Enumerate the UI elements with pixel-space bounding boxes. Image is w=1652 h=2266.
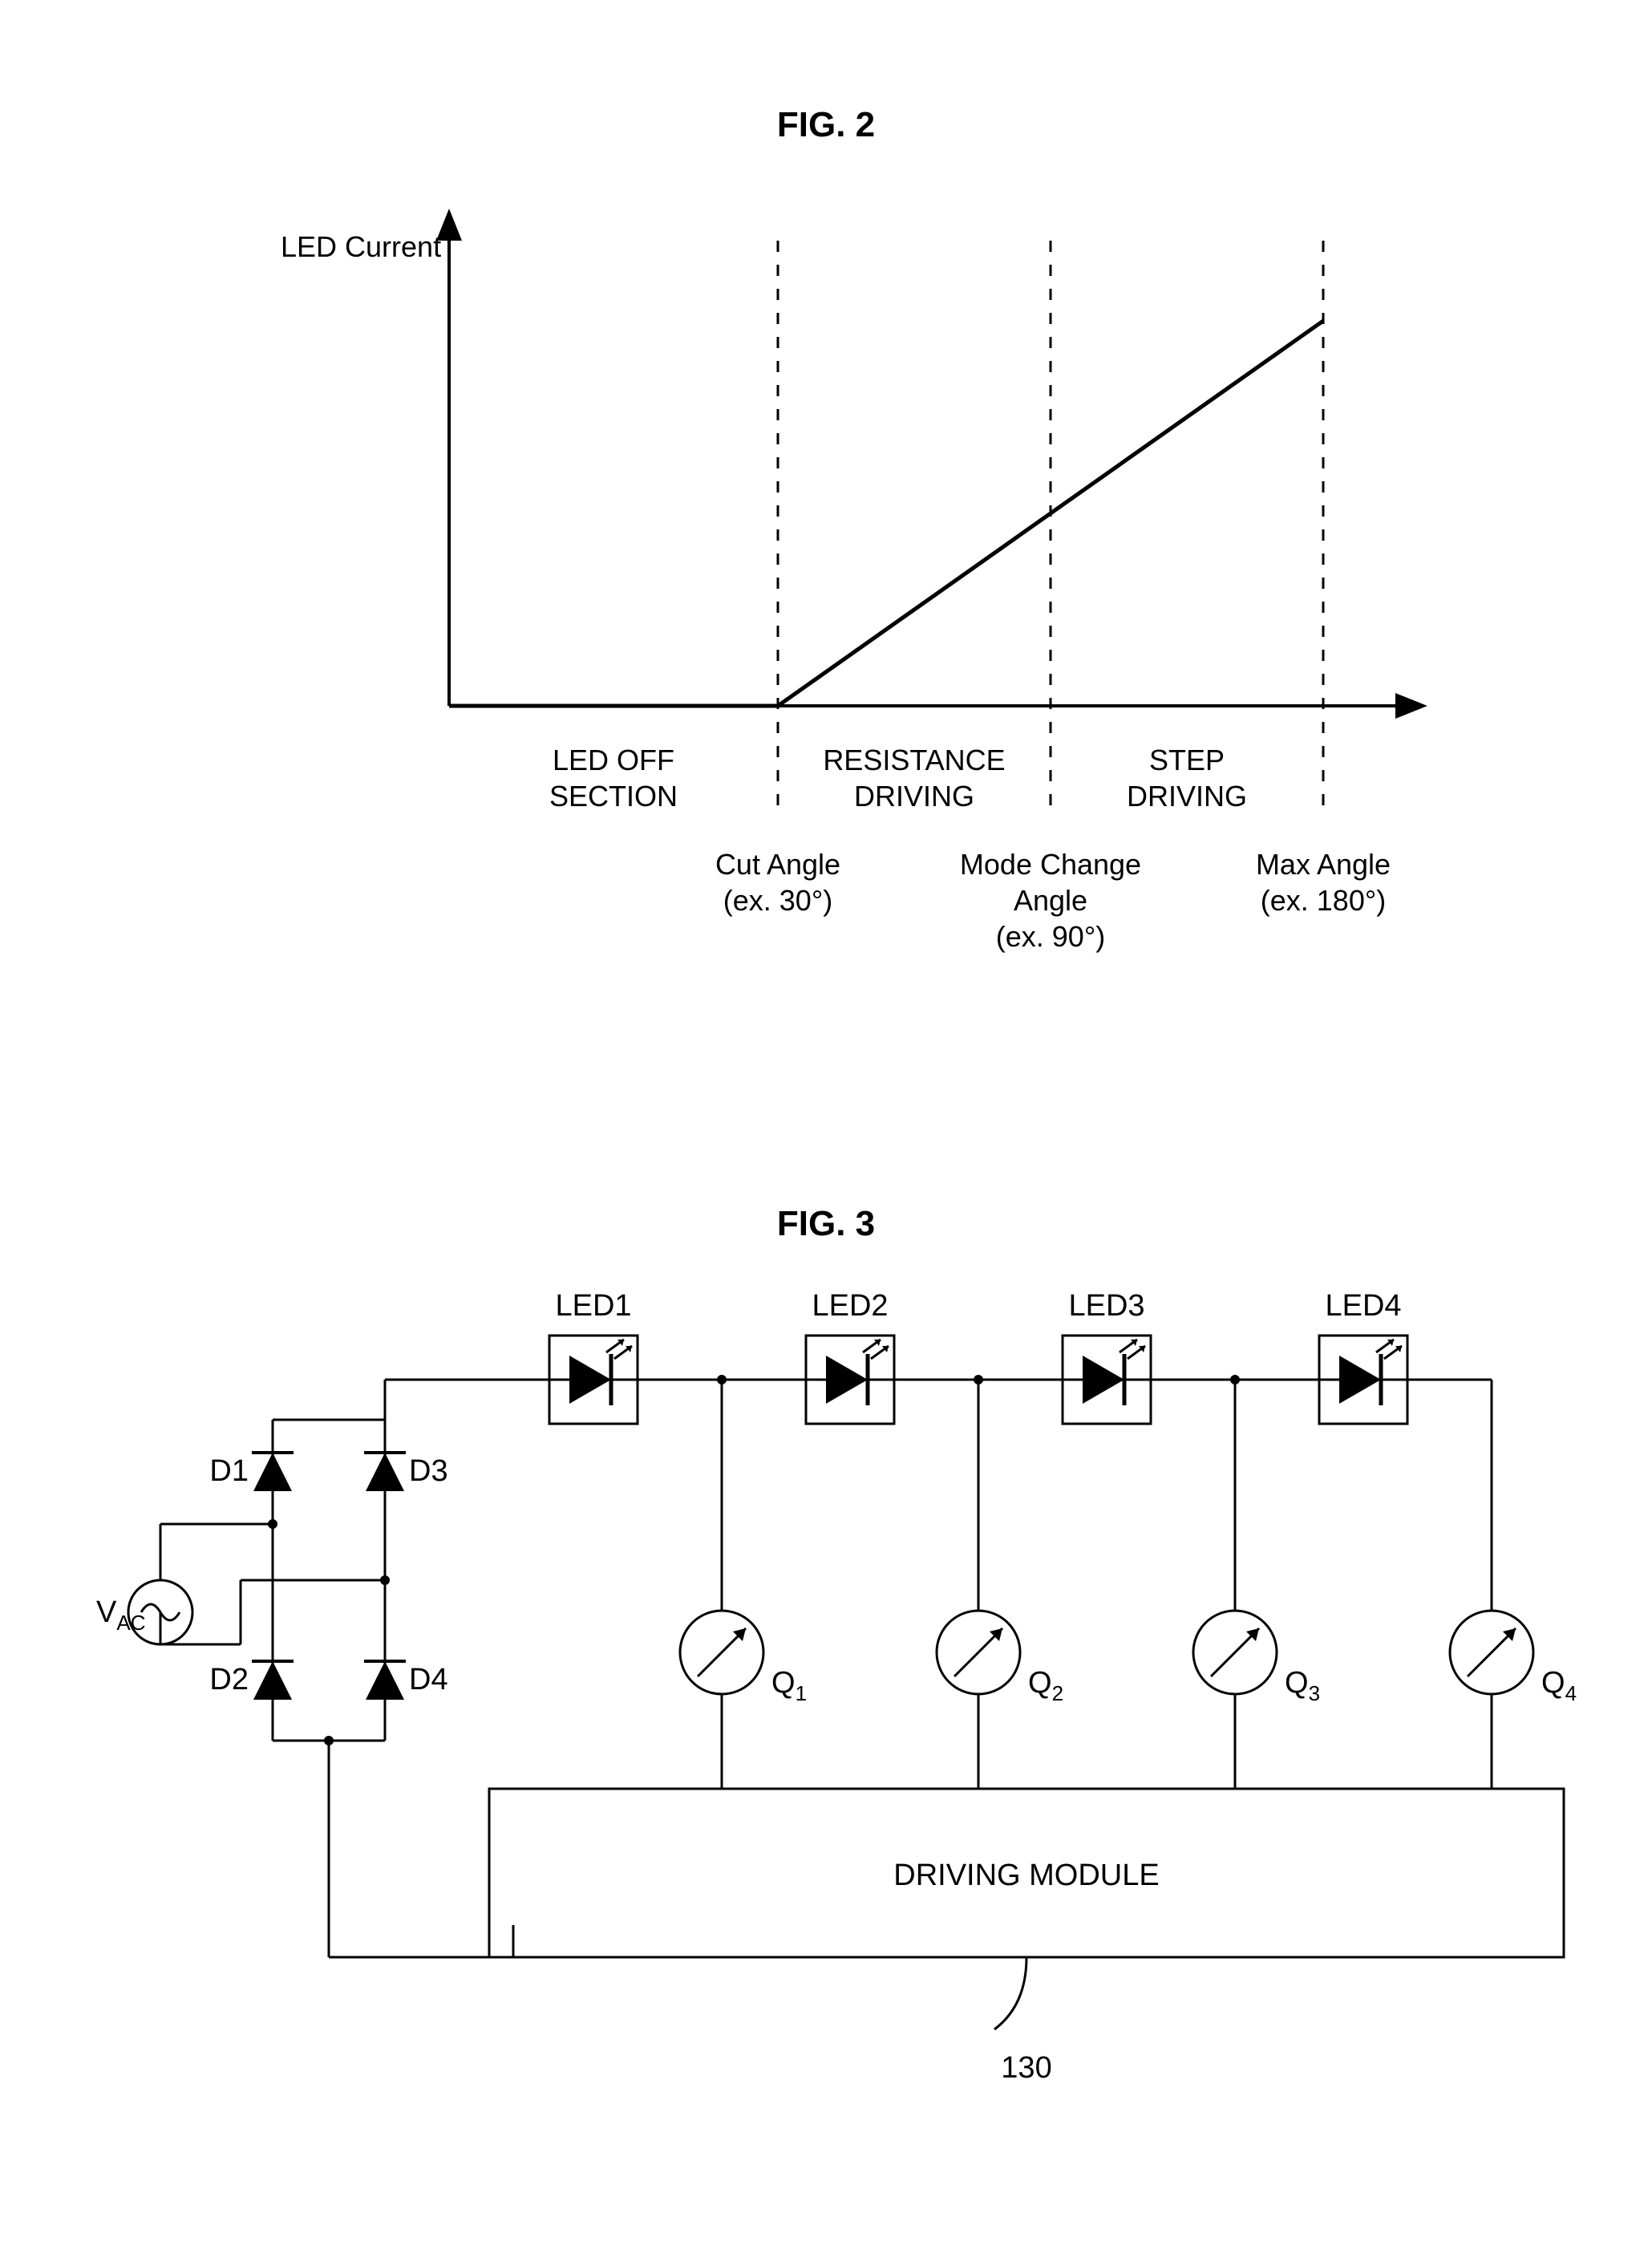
q1-label: Q1: [771, 1666, 807, 1705]
q4-label: Q4: [1541, 1666, 1577, 1705]
fig2-region2-bottom: DRIVING: [1127, 780, 1247, 813]
q2-label: Q2: [1028, 1666, 1063, 1705]
fig2-axes: [436, 209, 1427, 719]
led4-label: LED4: [1325, 1289, 1401, 1323]
diagram-svg: FIG. 2 LED Current LED OFF SECTION RESIS…: [0, 0, 1652, 2262]
vac-label: VAC: [96, 1595, 145, 1635]
fig2-tick3-bottom: (ex. 180°): [1261, 884, 1386, 917]
driving-module-label: DRIVING MODULE: [893, 1859, 1159, 1892]
fig2-y-axis-label: LED Current: [281, 230, 441, 263]
fig3-title: FIG. 3: [777, 1204, 875, 1243]
fig3-led-labels: LED1 LED2 LED3 LED4: [555, 1289, 1401, 1323]
page: FIG. 2 LED Current LED OFF SECTION RESIS…: [0, 0, 1652, 2262]
fig2-tick2-mid: Angle: [1014, 884, 1087, 917]
fig2-region-labels: LED OFF SECTION RESISTANCE DRIVING STEP …: [549, 744, 1247, 813]
d4-label: D4: [409, 1663, 448, 1696]
q3-label: Q3: [1285, 1666, 1320, 1705]
fig2-tick-labels: Cut Angle (ex. 30°) Mode Change Angle (e…: [715, 848, 1391, 953]
d3-label: D3: [409, 1454, 448, 1488]
d1-label: D1: [209, 1454, 249, 1488]
fig2-tick1-top: Cut Angle: [715, 848, 840, 881]
fig2-tick2-bottom: (ex. 90°): [996, 920, 1105, 953]
led1-label: LED1: [555, 1289, 631, 1323]
fig2-tick1-bottom: (ex. 30°): [723, 884, 832, 917]
fig3-rectifier-labels: D1 D3 D2 D4: [209, 1454, 447, 1696]
fig2-region1-bottom: DRIVING: [854, 780, 974, 813]
module-ref-leader: [994, 1957, 1026, 2029]
fig2-region0-bottom: SECTION: [549, 780, 678, 813]
fig2-region0-top: LED OFF: [553, 744, 674, 776]
fig2-title: FIG. 2: [777, 105, 875, 144]
fig2-region1-top: RESISTANCE: [823, 744, 1005, 776]
fig2-tick2-top: Mode Change: [960, 848, 1141, 881]
module-ref-label: 130: [1001, 2051, 1051, 2085]
fig2-region2-top: STEP: [1149, 744, 1225, 776]
fig2-tick3-top: Max Angle: [1256, 848, 1391, 881]
fig2-dashed-lines: [778, 241, 1323, 810]
led2-label: LED2: [812, 1289, 888, 1323]
led3-label: LED3: [1068, 1289, 1144, 1323]
d2-label: D2: [209, 1663, 249, 1696]
fig3-q-symbols: [680, 1611, 1533, 1694]
fig2-current-curve: [449, 321, 1323, 706]
